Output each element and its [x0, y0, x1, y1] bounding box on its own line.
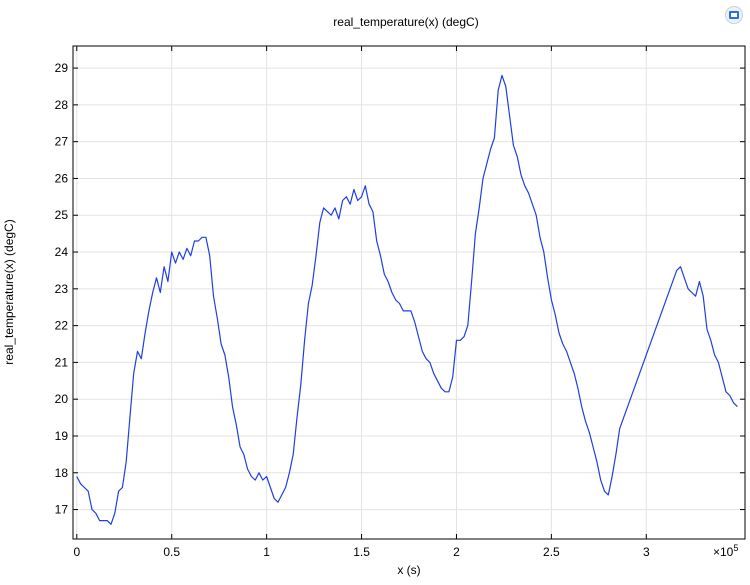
y-tick-label: 24 — [55, 245, 69, 259]
x-axis-scale-factor: ×105 — [713, 543, 738, 559]
chart-title: real_temperature(x) (degC) — [333, 15, 478, 29]
x-tick-label: 0 — [73, 545, 80, 559]
y-axis-label: real_temperature(x) (degC) — [2, 219, 16, 364]
x-tick-label: 1 — [263, 545, 270, 559]
y-tick-label: 26 — [55, 171, 69, 185]
grid-lines — [73, 46, 745, 539]
axis-ticks — [73, 46, 745, 539]
y-tick-label: 28 — [55, 98, 69, 112]
series-layer — [76, 74, 738, 525]
plot-area[interactable] — [72, 45, 746, 540]
y-tick-label: 23 — [55, 282, 69, 296]
x-tick-label: 1.5 — [353, 545, 370, 559]
x-tick-label: 3 — [643, 545, 650, 559]
x-tick-label: 2.5 — [543, 545, 560, 559]
tick-labels: 0 0.5 1 1.5 2 2.5 3 17 18 19 20 21 22 23 24 25 26 27 28 29 — [55, 61, 650, 559]
data-window-icon[interactable] — [725, 6, 743, 24]
y-tick-label: 20 — [55, 392, 69, 406]
x-tick-label: 2 — [453, 545, 460, 559]
y-tick-label: 29 — [55, 61, 69, 75]
x-tick-label: 0.5 — [163, 545, 180, 559]
y-tick-label: 25 — [55, 208, 69, 222]
series-line — [76, 74, 738, 525]
y-tick-label: 27 — [55, 135, 69, 149]
y-tick-label: 22 — [55, 319, 69, 333]
y-tick-label: 21 — [55, 355, 69, 369]
y-tick-label: 17 — [55, 503, 69, 517]
x-axis-label: x (s) — [397, 563, 420, 577]
y-tick-label: 19 — [55, 429, 69, 443]
y-tick-label: 18 — [55, 466, 69, 480]
